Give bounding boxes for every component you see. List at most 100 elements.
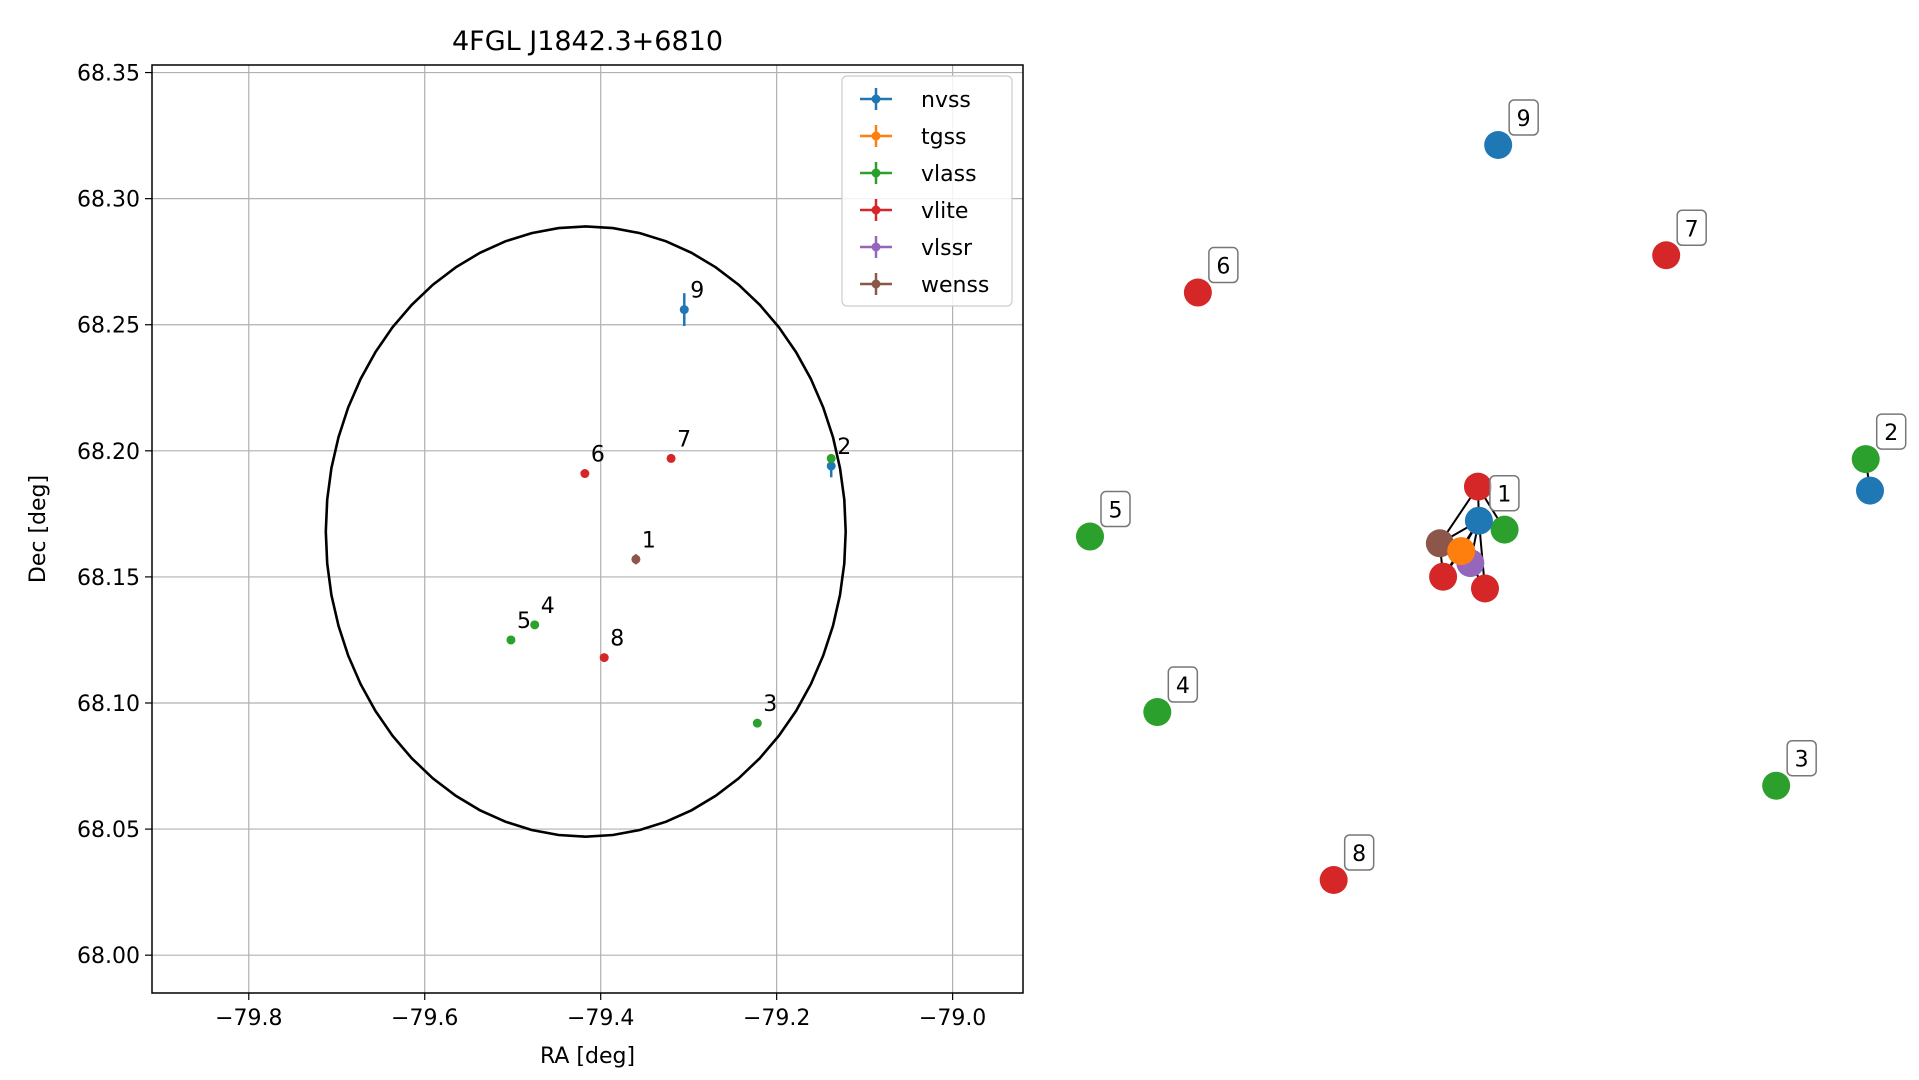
source-point: 4 (530, 594, 555, 630)
node-marker (1076, 522, 1104, 551)
source-points: 1 2 3 45 6 7 8 9 (506, 279, 851, 728)
legend-marker (871, 168, 881, 178)
node-label-box (1167, 666, 1199, 703)
network-node (1447, 537, 1476, 566)
node-label: 4 (1176, 674, 1190, 699)
plot-frame (151, 64, 1024, 994)
source-point: 1 (631, 528, 656, 565)
network-node (1429, 562, 1458, 591)
node-label-box (1786, 739, 1817, 777)
network-node (1425, 529, 1454, 558)
point-marker (826, 453, 836, 463)
node-label-box (1489, 474, 1520, 512)
point-label: 4 (541, 594, 555, 619)
point-label: 5 (517, 609, 531, 634)
source-point: 5 (506, 609, 531, 645)
node-marker (1652, 241, 1681, 270)
legend-entry-vlite: vlite (860, 199, 968, 224)
node-label-box (1343, 834, 1375, 871)
legend-box (841, 75, 1013, 307)
point-marker (666, 453, 676, 463)
network-node: 8 (1319, 834, 1375, 894)
network-node: 1 (1464, 474, 1520, 535)
y-tick-label: 68.05 (77, 818, 140, 843)
legend-label: tgss (921, 125, 967, 150)
point-label: 3 (763, 692, 777, 717)
x-tick-label: −79.2 (743, 1006, 810, 1031)
x-tick-label: −79.0 (919, 1006, 986, 1031)
legend-label: vlssr (921, 236, 973, 261)
point-label: 8 (610, 627, 624, 652)
network-node (1856, 476, 1884, 505)
point-label: 7 (677, 427, 691, 452)
x-tick-label: −79.8 (215, 1006, 282, 1031)
localization-ellipse (324, 225, 847, 839)
point-marker (530, 620, 540, 630)
source-point: 3 (752, 692, 777, 728)
node-label-box (1100, 490, 1131, 528)
legend-entry-nvss: nvss (860, 88, 971, 113)
network-node: 2 (1851, 413, 1907, 474)
node-label: 3 (1795, 748, 1809, 773)
node-marker (1319, 866, 1348, 894)
y-tick-label: 68.00 (77, 944, 140, 969)
legend-marker (871, 94, 881, 104)
node-marker (1851, 445, 1880, 474)
x-axis-label: RA [deg] (540, 1044, 635, 1069)
network-node: 4 (1143, 666, 1199, 727)
legend-entry-vlass: vlass (860, 162, 977, 187)
node-label: 7 (1685, 217, 1699, 242)
node-marker (1490, 515, 1519, 544)
legend-marker (871, 131, 881, 141)
point-marker (631, 554, 641, 564)
network-node: 9 (1484, 99, 1539, 159)
node-marker (1464, 506, 1493, 535)
node-marker (1429, 562, 1458, 591)
y-tick-label: 68.15 (77, 566, 140, 591)
ellipse-outline (324, 225, 847, 839)
source-point: 6 (580, 443, 605, 479)
node-marker (1447, 537, 1476, 566)
node-label-box (1875, 413, 1907, 450)
x-tick-label: −79.4 (567, 1006, 634, 1031)
y-tick-label: 68.30 (77, 188, 140, 213)
legend-entry-vlssr: vlssr (860, 236, 973, 261)
point-label: 2 (837, 435, 851, 460)
node-label: 1 (1497, 483, 1511, 508)
scatter-panel: 1 2 3 45 6 7 8 9 −79.8 −79.6 −79.4 −79.2 −79.0 68.00… (26, 26, 1024, 1069)
node-label: 8 (1352, 842, 1366, 867)
point-marker (752, 718, 762, 728)
grid-lines (152, 65, 1023, 993)
legend-label: vlass (921, 162, 977, 187)
legend-entry-wenss: wenss (860, 273, 989, 298)
network-nodes: 2 3 4 5 6 7 8 9 1 (1076, 99, 1907, 894)
y-tick-label: 68.10 (77, 692, 140, 717)
y-axis-label: Dec [deg] (26, 475, 51, 583)
legend-marker (871, 205, 881, 215)
legend-entry-tgss: tgss (860, 125, 967, 150)
network-node (1470, 574, 1499, 603)
node-marker (1463, 472, 1492, 501)
node-label: 9 (1517, 107, 1531, 132)
legend-marker (871, 279, 881, 289)
node-label: 5 (1109, 499, 1123, 524)
point-marker (826, 461, 836, 471)
node-marker (1183, 278, 1212, 307)
network-node: 5 (1076, 490, 1131, 551)
point-marker (506, 635, 516, 645)
point-marker (580, 469, 590, 479)
node-marker (1762, 771, 1791, 800)
node-label-box (1676, 209, 1707, 246)
point-marker (599, 653, 609, 663)
network-node: 3 (1762, 739, 1817, 800)
node-label: 2 (1884, 421, 1898, 446)
legend-label: wenss (921, 273, 989, 298)
network-node (1463, 472, 1492, 501)
node-marker (1856, 476, 1884, 505)
source-point: 2 (826, 435, 851, 478)
axis-ticks: −79.8 −79.6 −79.4 −79.2 −79.0 68.00 68.05 68.10… (77, 62, 986, 1031)
node-label-box (1508, 99, 1539, 136)
legend: nvss tgss vlass vlite vlssr wenss (841, 75, 1013, 307)
point-label: 6 (591, 443, 605, 468)
